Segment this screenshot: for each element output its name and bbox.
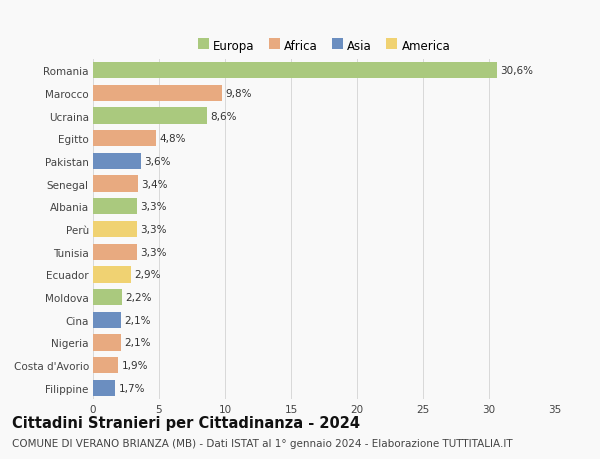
Bar <box>93 357 118 374</box>
Text: 2,1%: 2,1% <box>124 315 151 325</box>
Text: 1,7%: 1,7% <box>119 383 145 393</box>
Bar <box>93 289 122 306</box>
Text: 3,3%: 3,3% <box>140 202 166 212</box>
Text: 4,8%: 4,8% <box>160 134 186 144</box>
Legend: Europa, Africa, Asia, America: Europa, Africa, Asia, America <box>193 35 455 57</box>
Text: 3,4%: 3,4% <box>141 179 167 189</box>
Text: 2,1%: 2,1% <box>124 338 151 348</box>
Text: 3,3%: 3,3% <box>140 224 166 235</box>
Bar <box>93 199 137 215</box>
Bar <box>93 131 157 147</box>
Bar <box>93 108 206 124</box>
Bar <box>93 335 121 351</box>
Bar <box>93 267 131 283</box>
Bar <box>93 153 140 170</box>
Bar <box>93 63 497 79</box>
Text: 8,6%: 8,6% <box>210 111 236 121</box>
Bar <box>93 221 137 238</box>
Text: 30,6%: 30,6% <box>500 66 533 76</box>
Text: 2,9%: 2,9% <box>134 270 161 280</box>
Text: 9,8%: 9,8% <box>226 89 252 99</box>
Text: 1,9%: 1,9% <box>121 360 148 370</box>
Bar <box>93 380 115 396</box>
Text: 3,6%: 3,6% <box>144 157 170 167</box>
Text: 3,3%: 3,3% <box>140 247 166 257</box>
Text: COMUNE DI VERANO BRIANZA (MB) - Dati ISTAT al 1° gennaio 2024 - Elaborazione TUT: COMUNE DI VERANO BRIANZA (MB) - Dati IST… <box>12 438 512 448</box>
Bar <box>93 312 121 328</box>
Text: Cittadini Stranieri per Cittadinanza - 2024: Cittadini Stranieri per Cittadinanza - 2… <box>12 415 360 431</box>
Bar <box>93 85 223 102</box>
Bar <box>93 176 138 192</box>
Bar <box>93 244 137 260</box>
Text: 2,2%: 2,2% <box>125 292 152 302</box>
